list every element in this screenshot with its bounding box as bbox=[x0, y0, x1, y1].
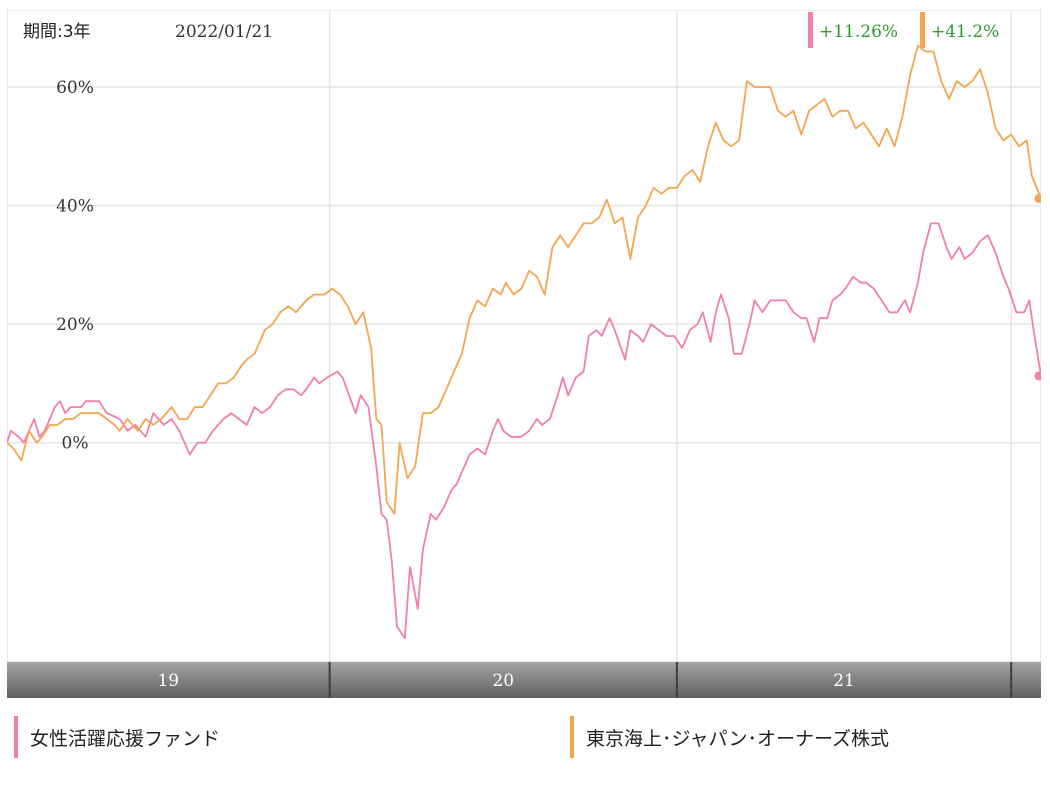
y-tick-label: 20% bbox=[56, 315, 94, 335]
x-band-label: 20 bbox=[492, 671, 514, 691]
fund-a-return: +11.26% bbox=[819, 22, 898, 42]
legend-label-fund-b: 東京海上･ジャパン･オーナーズ株式 bbox=[586, 727, 890, 750]
fund-b-return: +41.2% bbox=[931, 22, 999, 42]
y-tick-label: 0% bbox=[62, 434, 89, 454]
period-label: 期間:3年 bbox=[23, 22, 91, 42]
fund-a-return-marker bbox=[808, 12, 813, 48]
x-axis-band: 19 20 21 bbox=[7, 662, 1041, 698]
series-line-fund-b bbox=[7, 44, 1041, 515]
x-axis-band-bg bbox=[7, 662, 1041, 698]
legend-item-fund-b: 東京海上･ジャパン･オーナーズ株式 bbox=[570, 716, 889, 758]
chart-svg: 60% 40% 20% 0% 19 20 21 期間:3年 2022/01/21 +11.… bbox=[7, 10, 1041, 698]
x-band-label: 21 bbox=[833, 671, 855, 691]
y-tick-label: 60% bbox=[56, 78, 94, 98]
legend-label-fund-a: 女性活躍応援ファンド bbox=[30, 727, 221, 750]
plot-background bbox=[7, 10, 1041, 663]
y-axis-ticks: 60% 40% 20% 0% bbox=[56, 78, 94, 454]
series-line-fund-a bbox=[7, 222, 1041, 640]
legend-swatch-fund-a bbox=[14, 716, 18, 758]
x-band-label: 19 bbox=[157, 671, 179, 691]
gridlines bbox=[7, 10, 1041, 662]
y-tick-label: 40% bbox=[56, 197, 94, 217]
series-endpoint-fund-a bbox=[1034, 371, 1041, 381]
performance-chart: 60% 40% 20% 0% 19 20 21 期間:3年 2022/01/21 +11.… bbox=[7, 10, 1041, 698]
fund-b-return-marker bbox=[920, 12, 925, 48]
legend-swatch-fund-b bbox=[570, 716, 574, 758]
series-lines bbox=[7, 44, 1041, 640]
series-endpoint-fund-b bbox=[1034, 193, 1041, 203]
legend-item-fund-a: 女性活躍応援ファンド bbox=[14, 716, 220, 758]
date-label: 2022/01/21 bbox=[175, 22, 273, 42]
